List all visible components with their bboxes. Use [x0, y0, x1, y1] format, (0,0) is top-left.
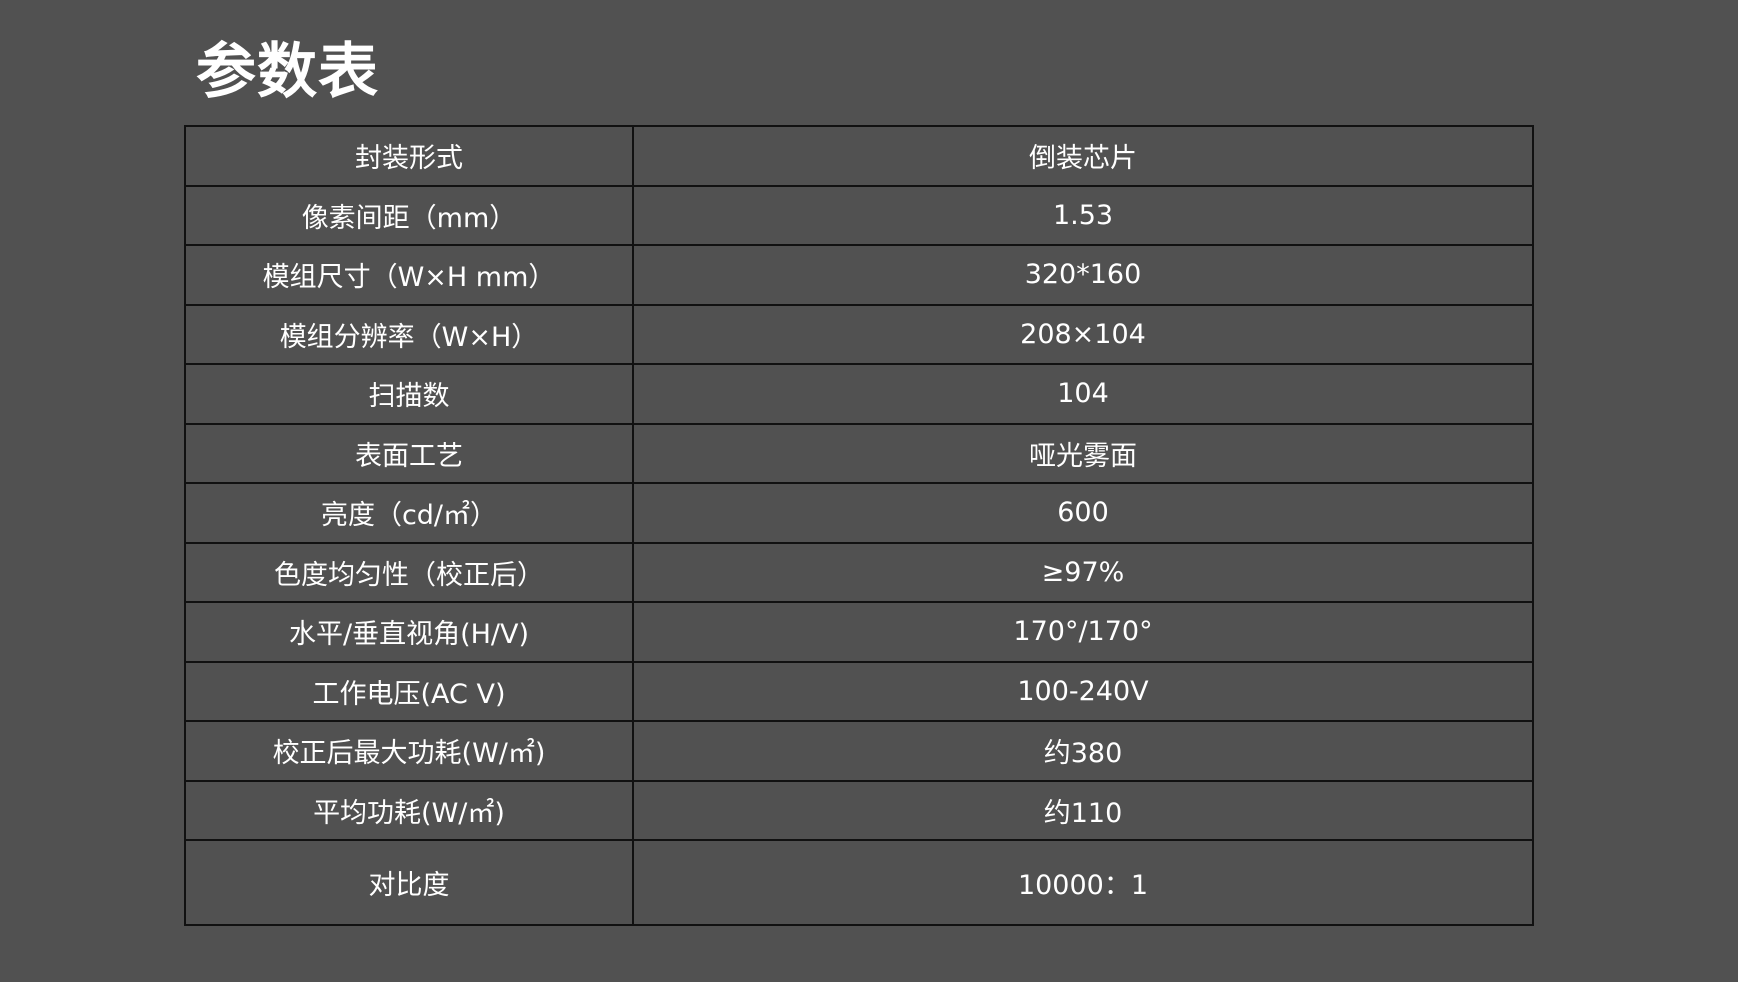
spec-value: 约380 — [632, 720, 1534, 782]
page-title: 参数表 — [196, 37, 379, 107]
spec-label: 校正后最大功耗(W/㎡) — [184, 720, 634, 782]
table-row: 色度均匀性（校正后） ≥97% — [184, 541, 1534, 603]
table-row: 模组分辨率（W×H） 208×104 — [184, 303, 1534, 365]
spec-table: 封装形式 倒装芯片 像素间距（mm） 1.53 模组尺寸（W×H mm） 320*160 模… — [184, 125, 1534, 926]
spec-label: 表面工艺 — [184, 422, 634, 484]
spec-value: 1.53 — [632, 184, 1534, 246]
spec-label: 水平/垂直视角(H/V) — [184, 601, 634, 663]
table-row: 模组尺寸（W×H mm） 320*160 — [184, 244, 1534, 306]
table-row: 水平/垂直视角(H/V) 170°/170° — [184, 601, 1534, 663]
spec-value: 倒装芯片 — [632, 125, 1534, 187]
table-row: 表面工艺 哑光雾面 — [184, 422, 1534, 484]
spec-label: 对比度 — [184, 839, 634, 926]
table-row: 扫描数 104 — [184, 363, 1534, 425]
spec-label: 平均功耗(W/㎡) — [184, 779, 634, 841]
table-row: 工作电压(AC V) 100-240V — [184, 660, 1534, 722]
spec-label: 封装形式 — [184, 125, 634, 187]
spec-value: 哑光雾面 — [632, 422, 1534, 484]
table-row: 校正后最大功耗(W/㎡) 约380 — [184, 720, 1534, 782]
table-row: 像素间距（mm） 1.53 — [184, 184, 1534, 246]
spec-value: 600 — [632, 482, 1534, 544]
spec-label: 亮度（cd/㎡） — [184, 482, 634, 544]
spec-value: 170°/170° — [632, 601, 1534, 663]
spec-label: 模组尺寸（W×H mm） — [184, 244, 634, 306]
spec-value: 320*160 — [632, 244, 1534, 306]
spec-value: ≥97% — [632, 541, 1534, 603]
table-row: 对比度 10000：1 — [184, 839, 1534, 926]
spec-label: 色度均匀性（校正后） — [184, 541, 634, 603]
spec-label: 扫描数 — [184, 363, 634, 425]
spec-value: 104 — [632, 363, 1534, 425]
spec-value: 约110 — [632, 779, 1534, 841]
table-row: 平均功耗(W/㎡) 约110 — [184, 779, 1534, 841]
spec-label: 工作电压(AC V) — [184, 660, 634, 722]
spec-label: 模组分辨率（W×H） — [184, 303, 634, 365]
spec-value: 100-240V — [632, 660, 1534, 722]
spec-label: 像素间距（mm） — [184, 184, 634, 246]
spec-value: 10000：1 — [632, 839, 1534, 926]
table-row: 亮度（cd/㎡） 600 — [184, 482, 1534, 544]
table-row: 封装形式 倒装芯片 — [184, 125, 1534, 187]
spec-value: 208×104 — [632, 303, 1534, 365]
